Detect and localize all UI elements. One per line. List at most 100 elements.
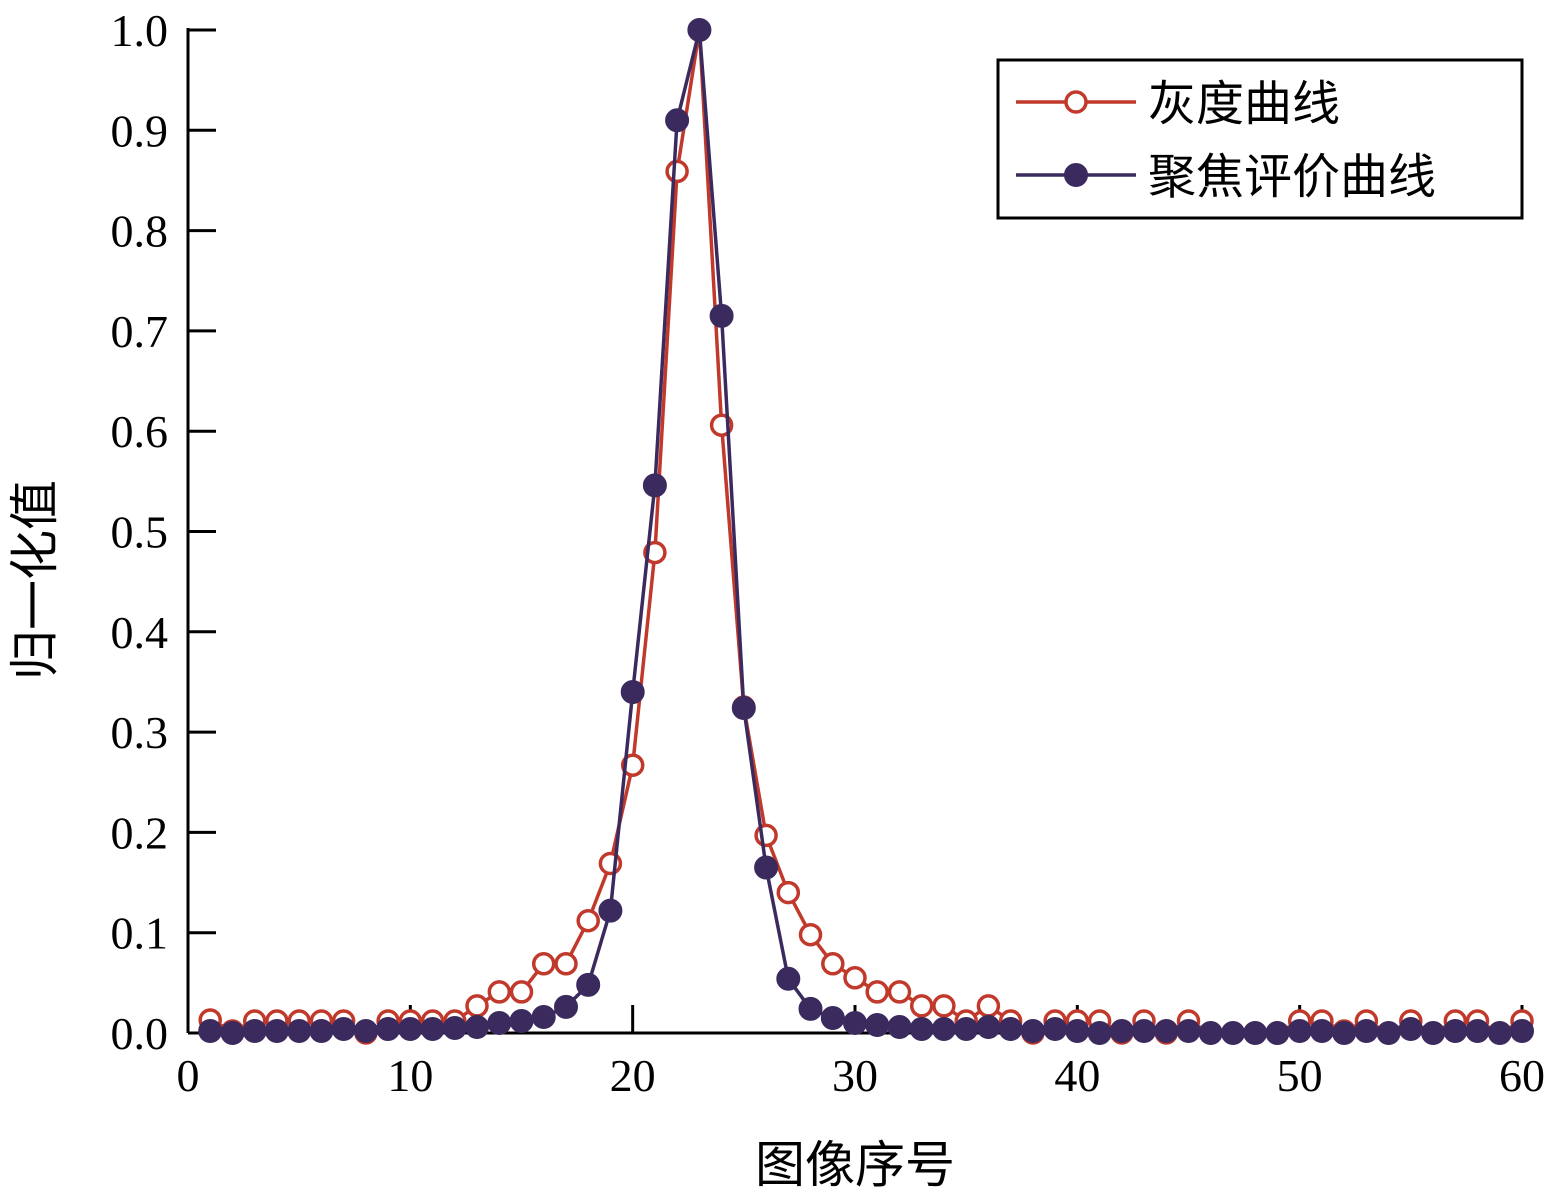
data-point xyxy=(887,980,912,1004)
legend-entry-gray: 灰度曲线 xyxy=(1016,76,1340,132)
data-point xyxy=(376,1017,401,1041)
data-point xyxy=(531,1005,556,1029)
y-tick-label: 0.5 xyxy=(111,507,169,558)
data-point xyxy=(1176,1019,1201,1043)
data-point xyxy=(976,1015,1001,1039)
x-tick-label: 20 xyxy=(610,1050,656,1101)
legend-entry-focus: 聚焦评价曲线 xyxy=(1016,149,1436,205)
y-tick-label: 0.2 xyxy=(111,807,169,858)
data-point xyxy=(909,1017,934,1041)
data-point xyxy=(798,996,823,1021)
data-point xyxy=(931,1017,956,1041)
x-tick-label: 0 xyxy=(177,1050,200,1101)
data-point xyxy=(1221,1021,1245,1045)
x-tick-label: 60 xyxy=(1499,1050,1545,1101)
data-point xyxy=(620,680,645,704)
series-focus xyxy=(198,18,1534,1045)
data-point xyxy=(242,1019,267,1043)
data-point xyxy=(420,1017,445,1041)
legend: 灰度曲线 聚焦评价曲线 xyxy=(996,58,1524,220)
legend-marker-gray xyxy=(1064,90,1088,114)
data-point xyxy=(1087,1021,1112,1045)
data-point xyxy=(1376,1021,1401,1045)
data-point xyxy=(665,159,689,184)
data-point xyxy=(754,855,779,880)
data-point xyxy=(820,1006,845,1030)
data-point xyxy=(1020,1019,1045,1043)
data-point xyxy=(1421,1021,1446,1045)
data-point xyxy=(1487,1021,1512,1045)
y-tick-label: 0.9 xyxy=(111,105,169,156)
data-point xyxy=(465,994,489,1018)
data-point xyxy=(1398,1017,1423,1041)
data-point xyxy=(665,108,690,133)
data-point xyxy=(1287,1019,1312,1043)
data-point xyxy=(687,18,712,42)
y-tick-label: 0.1 xyxy=(111,908,169,959)
data-point xyxy=(976,994,1001,1018)
y-tick-label: 1.0 xyxy=(111,5,169,56)
data-point xyxy=(1065,1019,1090,1043)
data-point xyxy=(220,1021,245,1045)
data-point xyxy=(287,1019,312,1043)
x-tick-label: 40 xyxy=(1054,1050,1100,1101)
data-point xyxy=(821,952,845,976)
data-point xyxy=(487,1011,512,1035)
data-point xyxy=(1332,1021,1357,1045)
data-point xyxy=(798,922,823,947)
y-tick-label: 0.3 xyxy=(111,707,169,758)
data-point xyxy=(576,908,600,933)
data-point xyxy=(264,1019,289,1043)
data-point xyxy=(398,1017,423,1041)
data-point xyxy=(998,1017,1023,1041)
y-tick-label: 0.4 xyxy=(111,607,169,658)
data-point xyxy=(353,1019,378,1043)
data-point xyxy=(1243,1021,1268,1045)
data-point xyxy=(1443,1019,1468,1043)
data-point xyxy=(598,898,623,923)
legend-marker-focus xyxy=(1064,163,1088,187)
y-ticks: 0.0 0.1 0.2 0.3 0.4 0.5 0.6 0.7 0.8 0.9 1.0 xyxy=(111,5,216,1059)
data-point xyxy=(509,1009,534,1033)
data-point xyxy=(198,1019,223,1043)
data-point xyxy=(554,952,578,976)
data-point xyxy=(1465,1019,1490,1043)
data-point xyxy=(932,994,956,1018)
data-point xyxy=(843,966,867,990)
data-point xyxy=(1154,1019,1179,1043)
data-point xyxy=(865,1013,890,1037)
data-point xyxy=(465,1015,489,1039)
data-point xyxy=(1109,1019,1134,1043)
x-tick-label: 10 xyxy=(387,1050,433,1101)
data-point xyxy=(309,1019,334,1043)
data-point xyxy=(1265,1021,1290,1045)
data-point xyxy=(1043,1017,1068,1041)
data-point xyxy=(509,980,534,1004)
data-point xyxy=(1510,1019,1534,1043)
data-point xyxy=(576,972,601,997)
legend-box xyxy=(996,58,1524,220)
y-axis-title: 归一化值 xyxy=(6,480,64,680)
series-layer xyxy=(198,18,1534,1045)
y-tick-label: 0.6 xyxy=(111,406,169,457)
data-point xyxy=(1354,1019,1379,1043)
data-point xyxy=(442,1016,467,1040)
data-point xyxy=(331,1017,356,1041)
data-point xyxy=(487,980,512,1004)
data-point xyxy=(954,1017,979,1041)
y-tick-label: 0.0 xyxy=(111,1008,169,1059)
legend-label-focus: 聚焦评价曲线 xyxy=(1148,149,1436,205)
data-point xyxy=(709,303,734,328)
x-tick-label: 50 xyxy=(1277,1050,1323,1101)
data-point xyxy=(1198,1021,1223,1045)
legend-label-gray: 灰度曲线 xyxy=(1148,76,1340,132)
data-point xyxy=(909,994,934,1018)
data-point xyxy=(642,473,667,498)
data-point xyxy=(776,880,801,905)
data-point xyxy=(531,952,556,976)
data-point xyxy=(865,980,889,1004)
y-tick-label: 0.8 xyxy=(111,206,169,257)
data-point xyxy=(554,994,578,1019)
y-tick-label: 0.7 xyxy=(111,306,169,357)
